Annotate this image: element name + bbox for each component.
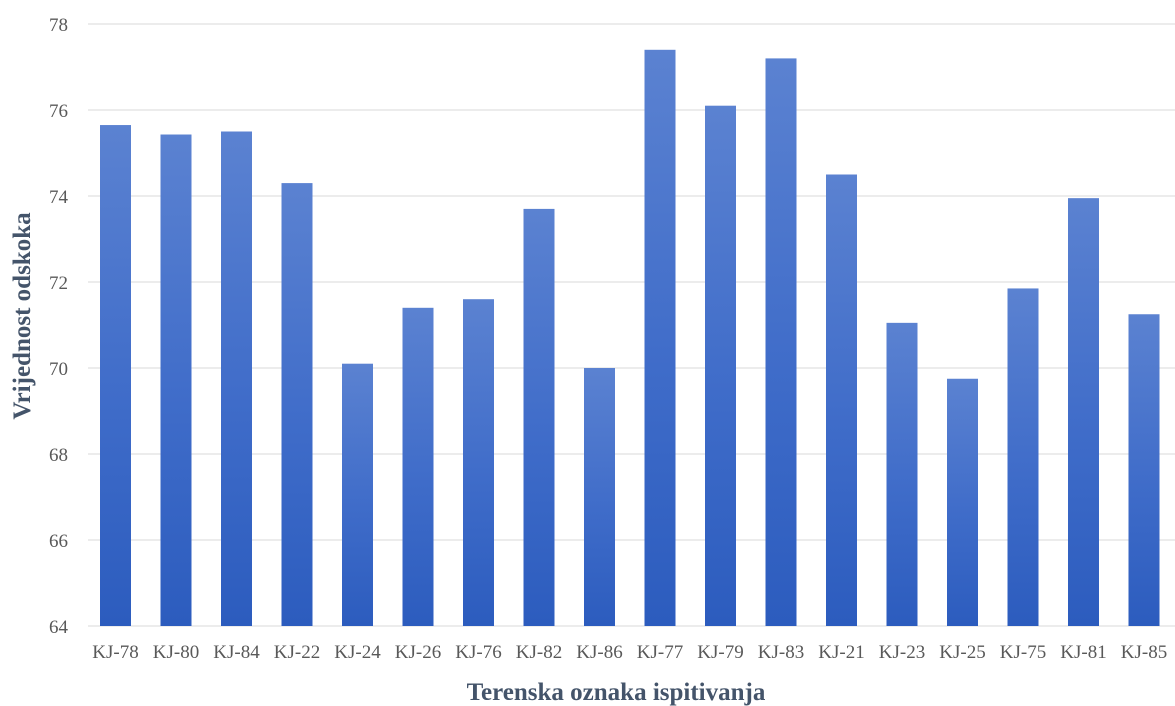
y-tick-labels: 64 66 68 70 72 74 76 78	[49, 15, 69, 638]
x-tick-label: KJ-26	[395, 642, 441, 663]
bar-kj-82	[523, 208, 555, 626]
y-tick-label: 72	[49, 273, 68, 294]
y-tick-label: 70	[49, 359, 68, 380]
x-tick-label: KJ-84	[213, 642, 260, 663]
bar-kj-26	[402, 307, 434, 626]
x-tick-label: KJ-24	[334, 642, 381, 663]
bar-kj-24	[342, 363, 373, 626]
x-tick-label: KJ-25	[939, 642, 985, 663]
y-tick-label: 74	[49, 187, 69, 208]
bar-kj-80	[160, 134, 192, 626]
x-tick-label: KJ-83	[758, 642, 804, 663]
y-tick-label: 76	[49, 101, 68, 122]
x-tick-label: KJ-76	[455, 642, 501, 663]
y-axis-title: Vrijednost odskoka	[9, 212, 36, 420]
bar-kj-25	[947, 378, 978, 626]
x-tick-label: KJ-82	[516, 642, 562, 663]
x-tick-label: KJ-85	[1121, 642, 1167, 663]
x-tick-label: KJ-22	[274, 642, 320, 663]
y-tick-label: 68	[49, 445, 68, 466]
x-tick-label: KJ-21	[818, 642, 864, 663]
x-tick-label: KJ-80	[153, 642, 199, 663]
x-tick-label: KJ-86	[576, 642, 622, 663]
bar-kj-75	[1007, 288, 1039, 626]
bar-kj-86	[584, 368, 615, 626]
x-axis-title: Terenska oznaka ispitivanja	[467, 679, 766, 706]
y-tick-label: 64	[49, 617, 69, 638]
y-tick-label: 66	[49, 531, 68, 552]
y-tick-label: 78	[49, 15, 68, 36]
x-tick-label: KJ-23	[879, 642, 925, 663]
bar-kj-84	[221, 131, 252, 626]
x-tick-labels: KJ-78 KJ-80 KJ-84 KJ-22 KJ-24 KJ-26 KJ-76 KJ-82…	[92, 642, 1167, 663]
bar-kj-22	[281, 183, 313, 626]
bar-kj-78	[100, 125, 131, 627]
bar-kj-77	[644, 49, 676, 627]
x-tick-label: KJ-77	[637, 642, 683, 663]
x-tick-label: KJ-79	[697, 642, 743, 663]
bars	[100, 49, 1160, 627]
bar-kj-79	[705, 105, 736, 626]
x-tick-label: KJ-78	[92, 642, 138, 663]
bar-kj-76	[463, 299, 494, 626]
bar-kj-21	[826, 174, 857, 626]
bar-kj-85	[1128, 314, 1160, 626]
bar-kj-81	[1068, 198, 1099, 626]
bar-kj-83	[765, 58, 797, 626]
bar-kj-23	[886, 322, 918, 626]
x-tick-label: KJ-75	[1000, 642, 1046, 663]
x-tick-label: KJ-81	[1060, 642, 1106, 663]
gridlines	[88, 23, 1175, 627]
